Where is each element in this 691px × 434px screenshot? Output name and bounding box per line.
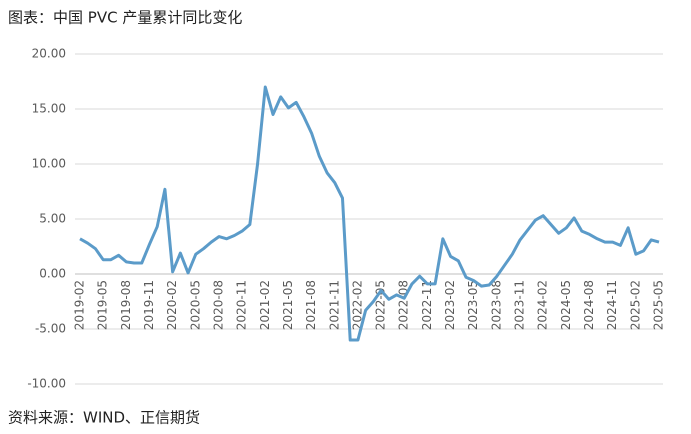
x-tick-label: 2022-05 <box>374 280 388 330</box>
y-tick-label: 0.00 <box>39 267 66 281</box>
x-tick-label: 2019-08 <box>119 280 133 330</box>
x-tick-label: 2020-05 <box>188 280 202 330</box>
x-tick-label: 2020-08 <box>211 280 225 330</box>
source-note: 资料来源：WIND、正信期货 <box>8 409 200 427</box>
x-tick-label: 2022-02 <box>350 280 364 330</box>
x-tick-label: 2023-11 <box>513 280 527 330</box>
x-tick-label: 2024-02 <box>536 280 550 330</box>
x-tick-label: 2025-02 <box>628 280 642 330</box>
x-tick-label: 2020-02 <box>165 280 179 330</box>
x-tick-label: 2024-05 <box>559 280 573 330</box>
y-tick-label: -5.00 <box>35 322 66 336</box>
y-tick-label: 15.00 <box>32 102 66 116</box>
x-tick-label: 2025-05 <box>652 280 666 330</box>
x-tick-label: 2021-05 <box>281 280 295 330</box>
x-tick-label: 2019-02 <box>73 280 87 330</box>
x-tick-label: 2019-05 <box>96 280 110 330</box>
x-tick-label: 2020-11 <box>235 280 249 330</box>
chart-title: 图表：中国 PVC 产量累计同比变化 <box>8 9 242 27</box>
x-tick-label: 2024-11 <box>605 280 619 330</box>
y-tick-label: 10.00 <box>32 157 66 171</box>
x-tick-label: 2023-08 <box>489 280 503 330</box>
x-tick-label: 2024-08 <box>582 280 596 330</box>
x-tick-label: 2023-02 <box>443 280 457 330</box>
x-tick-label: 2022-11 <box>420 280 434 330</box>
y-tick-label: 20.00 <box>32 47 66 61</box>
x-tick-label: 2021-11 <box>327 280 341 330</box>
y-tick-label: -10.00 <box>27 377 66 391</box>
y-tick-label: 5.00 <box>39 212 66 226</box>
data-line <box>79 85 660 342</box>
x-tick-label: 2021-02 <box>258 280 272 330</box>
x-tick-label: 2021-08 <box>304 280 318 330</box>
x-tick-label: 2019-11 <box>142 280 156 330</box>
x-tick-label: 2023-05 <box>466 280 480 330</box>
